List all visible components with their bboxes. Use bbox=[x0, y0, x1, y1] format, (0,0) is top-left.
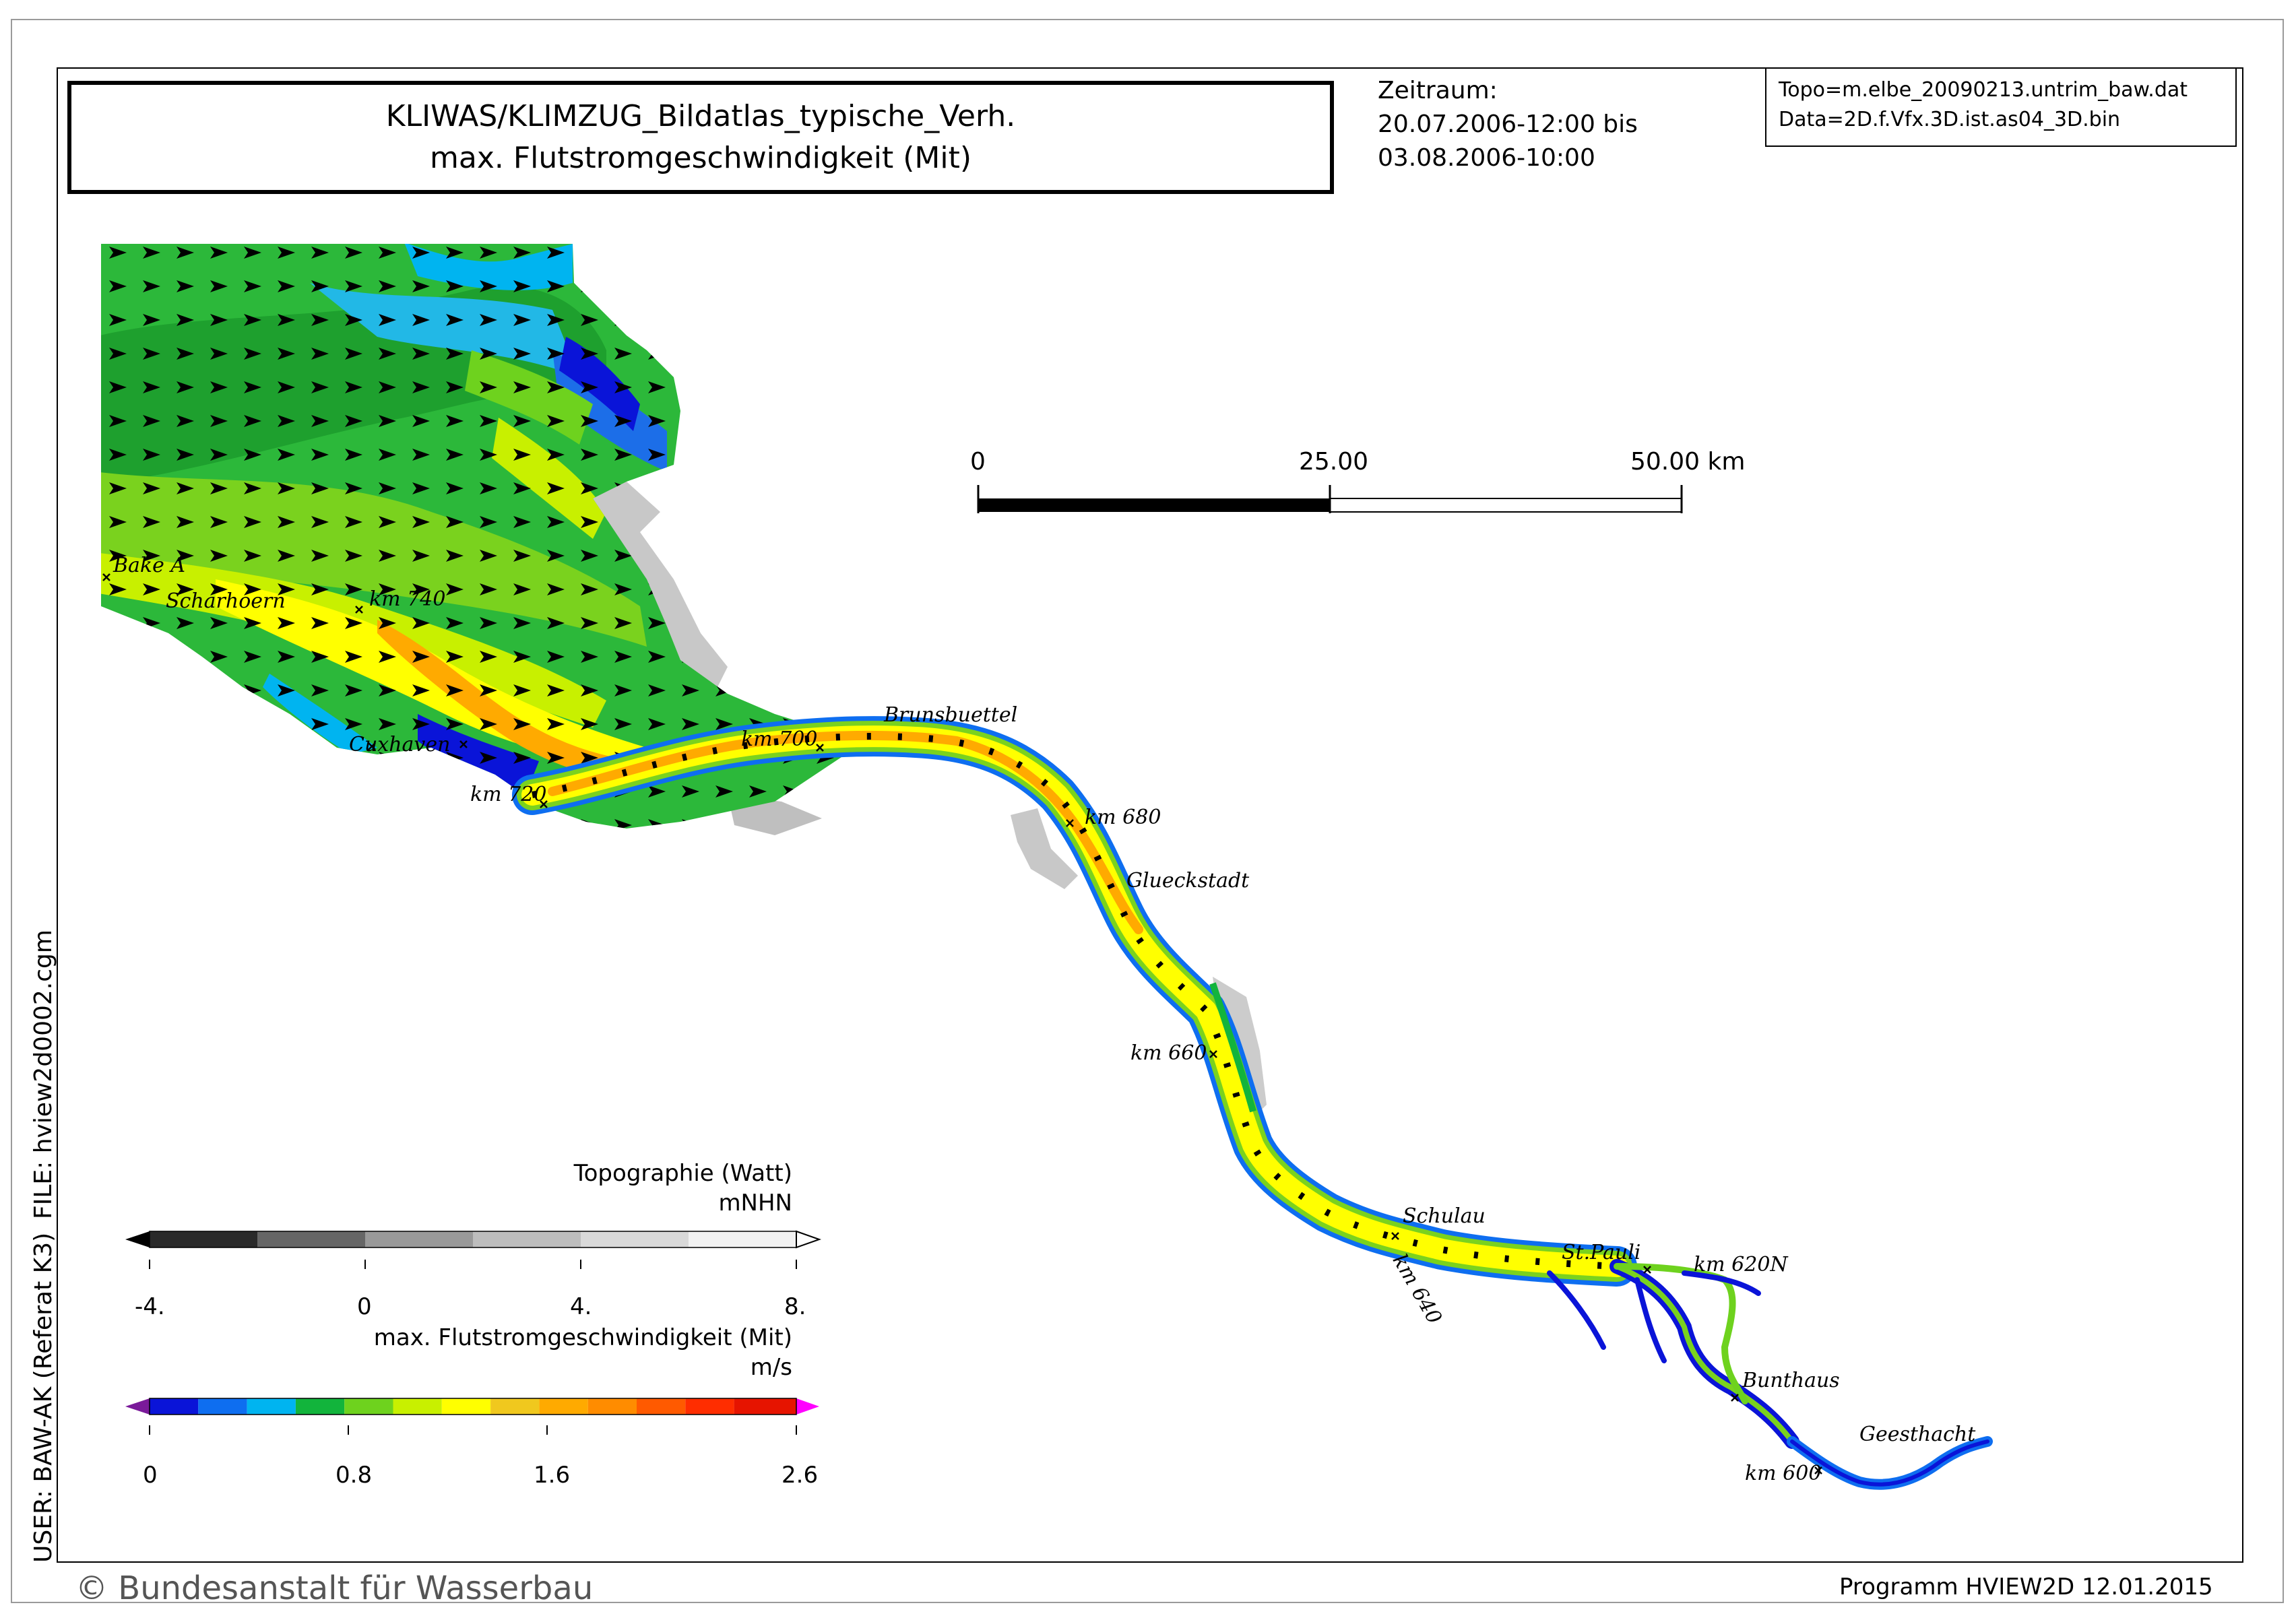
user-label: USER: BAW-AK (Referat K3) bbox=[30, 1232, 57, 1563]
place-geesthacht: Geesthacht bbox=[1859, 1423, 1976, 1446]
copyright-notice: © Bundesanstalt für Wasserbau bbox=[75, 1569, 594, 1607]
scale-label-0: 0 bbox=[970, 448, 986, 476]
topo-legend-title: Topographie (Watt) mNHN bbox=[472, 1159, 792, 1218]
place-km-660: km 660 bbox=[1130, 1041, 1207, 1065]
title-line-1: KLIWAS/KLIMZUG_Bildatlas_typische_Verh. bbox=[385, 99, 1016, 133]
scale-label-50: 50.00 km bbox=[1630, 448, 1746, 476]
speed-tick-3: 2.6 bbox=[782, 1462, 819, 1489]
place-schulau: Schulau bbox=[1403, 1204, 1486, 1228]
period-label: Zeitraum: bbox=[1378, 77, 1498, 104]
river-channel bbox=[512, 716, 1993, 1490]
place-scharhoern: Scharhoern bbox=[166, 589, 286, 613]
topo-tick-2: 4. bbox=[570, 1293, 592, 1320]
topo-colorbar bbox=[125, 1230, 822, 1269]
speed-colorbar bbox=[125, 1398, 819, 1435]
place-bunthaus: Bunthaus bbox=[1742, 1369, 1840, 1392]
place-bake-a: Bake A bbox=[113, 554, 186, 577]
place-km-620n: km 620N bbox=[1694, 1253, 1788, 1276]
program-info: Programm HVIEW2D 12.01.2015 bbox=[1839, 1574, 2213, 1600]
period-start: 20.07.2006-12:00 bis bbox=[1378, 110, 1638, 138]
period-end: 03.08.2006-10:00 bbox=[1378, 144, 1595, 172]
speed-tick-1: 0.8 bbox=[336, 1462, 373, 1489]
speed-legend-unit: m/s bbox=[750, 1354, 792, 1381]
title-line-2: max. Flutstromgeschwindigkeit (Mit) bbox=[430, 141, 971, 175]
place-km-720: km 720 bbox=[470, 783, 547, 806]
time-period: Zeitraum: 20.07.2006-12:00 bis 03.08.200… bbox=[1378, 74, 1638, 175]
place-glueckstadt: Glueckstadt bbox=[1126, 869, 1250, 893]
data-source: Data=2D.f.Vfx.3D.ist.as04_3D.bin bbox=[1779, 108, 2121, 131]
place-markers bbox=[102, 573, 1822, 1474]
place-km-740: km 740 bbox=[369, 587, 446, 611]
topo-source: Topo=m.elbe_20090213.untrim_baw.dat bbox=[1779, 78, 2188, 102]
speed-tick-0: 0 bbox=[143, 1462, 158, 1489]
speed-tick-2: 1.6 bbox=[534, 1462, 571, 1489]
title-box: KLIWAS/KLIMZUG_Bildatlas_typische_Verh. … bbox=[67, 81, 1334, 194]
outer-frame bbox=[11, 19, 2284, 1603]
place-st-pauli: St.Pauli bbox=[1562, 1241, 1641, 1264]
topo-legend-heading: Topographie (Watt) bbox=[573, 1160, 792, 1187]
place-km-700: km 700 bbox=[741, 727, 818, 751]
scale-label-25: 25.00 bbox=[1299, 448, 1369, 476]
place-cuxhaven: Cuxhaven bbox=[349, 733, 451, 756]
topo-legend-unit: mNHN bbox=[718, 1190, 792, 1216]
speed-legend-title: max. Flutstromgeschwindigkeit (Mit) m/s bbox=[202, 1323, 792, 1382]
place-brunsbuettel: Brunsbuettel bbox=[884, 703, 1018, 727]
place-km-680: km 680 bbox=[1085, 806, 1161, 829]
topo-tick-3: 8. bbox=[784, 1293, 806, 1320]
topo-tick-0: -4. bbox=[135, 1293, 165, 1320]
topo-tick-1: 0 bbox=[357, 1293, 372, 1320]
file-label: FILE: hview2d0002.cgm bbox=[30, 930, 57, 1219]
source-info-box: Topo=m.elbe_20090213.untrim_baw.dat Data… bbox=[1765, 67, 2237, 147]
place-km-600: km 600 bbox=[1745, 1462, 1822, 1485]
scale-bar bbox=[977, 485, 1683, 513]
speed-legend-heading: max. Flutstromgeschwindigkeit (Mit) bbox=[373, 1324, 792, 1351]
plot-frame bbox=[57, 67, 2243, 1563]
